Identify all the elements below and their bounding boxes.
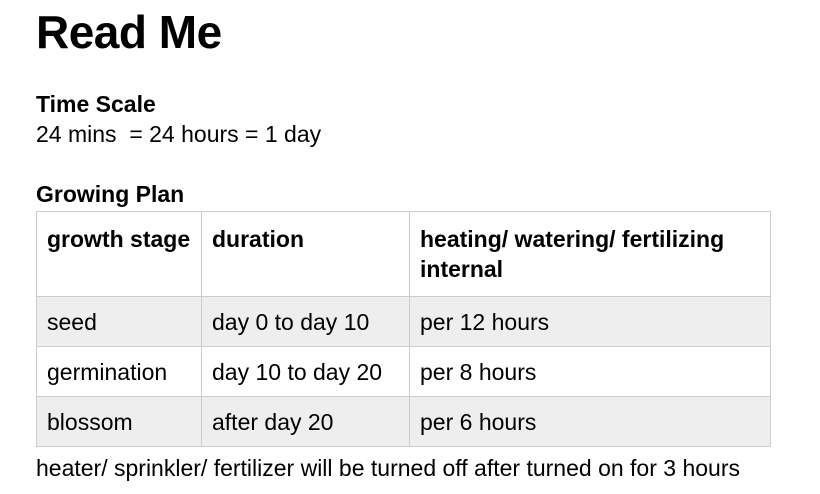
table-header-row: growth stage duration heating/ watering/…	[36, 211, 771, 297]
time-scale-text: 24 mins = 24 hours = 1 day	[36, 121, 322, 147]
column-header-interval: heating/ watering/ fertilizing internal	[409, 211, 771, 297]
table-row: seed day 0 to day 10 per 12 hours	[36, 296, 771, 347]
table-row: blossom after day 20 per 6 hours	[36, 396, 771, 447]
time-scale-heading: Time Scale	[36, 91, 156, 117]
footer-note: heater/ sprinkler/ fertilizer will be tu…	[36, 455, 740, 481]
cell-growth-stage: blossom	[36, 396, 202, 447]
cell-growth-stage: germination	[36, 346, 202, 397]
page-title: Read Me	[36, 6, 222, 58]
column-header-duration: duration	[201, 211, 410, 297]
cell-duration: after day 20	[201, 396, 410, 447]
cell-interval: per 8 hours	[409, 346, 771, 397]
column-header-growth-stage: growth stage	[36, 211, 202, 297]
cell-duration: day 0 to day 10	[201, 296, 410, 347]
cell-interval: per 12 hours	[409, 296, 771, 347]
table-row: germination day 10 to day 20 per 8 hours	[36, 346, 771, 397]
cell-interval: per 6 hours	[409, 396, 771, 447]
growing-plan-table: growth stage duration heating/ watering/…	[36, 211, 771, 447]
growing-plan-heading: Growing Plan	[36, 181, 185, 207]
cell-growth-stage: seed	[36, 296, 202, 347]
cell-duration: day 10 to day 20	[201, 346, 410, 397]
